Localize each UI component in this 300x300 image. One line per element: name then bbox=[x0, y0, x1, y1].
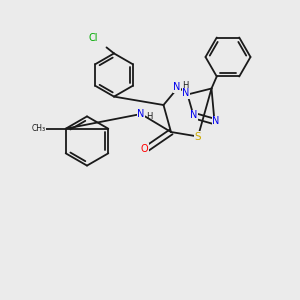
Text: N: N bbox=[173, 82, 181, 92]
Text: H: H bbox=[182, 81, 188, 90]
Text: N: N bbox=[137, 109, 145, 119]
Text: N: N bbox=[212, 116, 220, 127]
Text: Cl: Cl bbox=[88, 33, 98, 43]
Text: CH₃: CH₃ bbox=[32, 124, 46, 133]
Text: N: N bbox=[190, 110, 197, 121]
Text: H: H bbox=[146, 112, 153, 121]
Text: S: S bbox=[195, 131, 201, 142]
Text: O: O bbox=[140, 143, 148, 154]
Text: N: N bbox=[182, 88, 190, 98]
